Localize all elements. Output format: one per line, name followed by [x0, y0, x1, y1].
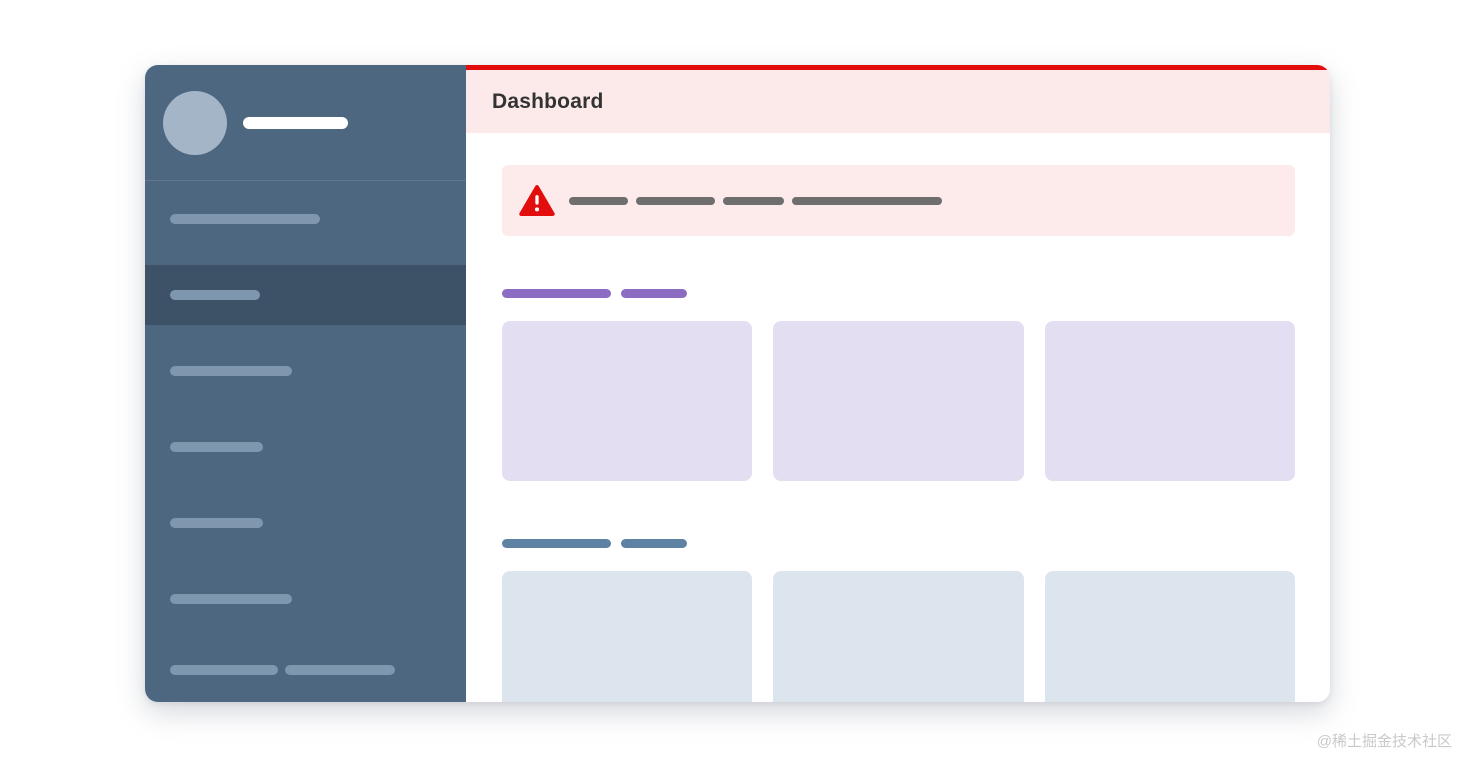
- alert-text-placeholder: [569, 196, 942, 205]
- sidebar-item[interactable]: [145, 561, 466, 637]
- sidebar-item-label-placeholder: [170, 290, 260, 300]
- card-placeholder: [773, 321, 1024, 481]
- section-title-placeholder: [502, 289, 1295, 298]
- section-title-bar: [621, 539, 687, 548]
- profile-name-placeholder: [243, 116, 348, 129]
- alert-text-bar: [636, 196, 715, 205]
- sidebar-menu: [145, 181, 466, 637]
- watermark: @稀土掘金技术社区: [1316, 733, 1452, 750]
- sidebar-footer-placeholder: [285, 664, 395, 675]
- sidebar-item-label-placeholder: [170, 442, 263, 452]
- sidebar-footer-placeholder: [170, 664, 278, 675]
- sidebar-item-active[interactable]: [145, 265, 466, 325]
- content-area: [466, 133, 1330, 702]
- sidebar-item-label-placeholder: [170, 214, 320, 224]
- section-title-placeholder: [502, 539, 1295, 548]
- section-blue: [502, 539, 1295, 702]
- section-cards: [502, 571, 1295, 702]
- alert-text-bar: [723, 196, 784, 205]
- section-purple: [502, 289, 1295, 481]
- card-placeholder: [1044, 571, 1295, 702]
- sidebar-item[interactable]: [145, 181, 466, 257]
- alert-text-bar: [569, 196, 628, 205]
- card-placeholder: [502, 571, 753, 702]
- sidebar-profile: [145, 65, 466, 181]
- card-placeholder: [1044, 321, 1295, 481]
- sidebar-item[interactable]: [145, 409, 466, 485]
- section-cards: [502, 321, 1295, 481]
- card-placeholder: [502, 321, 753, 481]
- section-title-bar: [621, 289, 687, 298]
- alert-text-bar: [792, 196, 942, 205]
- sidebar-item[interactable]: [145, 333, 466, 409]
- app-window: Dashboard: [145, 65, 1330, 702]
- sidebar: [145, 65, 466, 702]
- card-placeholder: [773, 571, 1024, 702]
- warning-triangle-icon: [519, 185, 555, 216]
- sidebar-item[interactable]: [145, 485, 466, 561]
- avatar[interactable]: [163, 90, 227, 155]
- accent-top-bar: [466, 65, 1330, 70]
- main-panel: Dashboard: [466, 65, 1330, 702]
- section-title-bar: [502, 539, 611, 548]
- sidebar-item-label-placeholder: [170, 366, 292, 376]
- sidebar-item-label-placeholder: [170, 518, 263, 528]
- page-header: Dashboard: [466, 70, 1330, 133]
- alert-banner: [502, 165, 1295, 236]
- page-title: Dashboard: [492, 89, 604, 113]
- sidebar-footer: [145, 637, 466, 702]
- section-title-bar: [502, 289, 611, 298]
- sidebar-item-label-placeholder: [170, 594, 292, 604]
